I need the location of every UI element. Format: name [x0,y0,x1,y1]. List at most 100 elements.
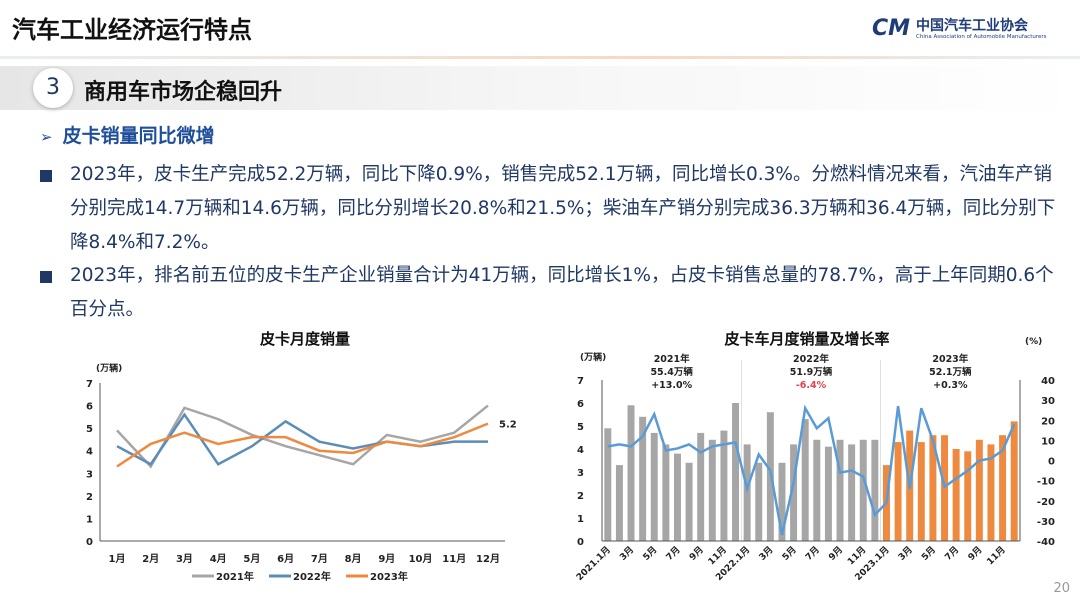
bullet-2: 2023年，排名前五位的皮卡生产企业销量合计为41万辆，同比增长1%，占皮卡销售… [40,259,1070,327]
sales-bar [871,439,879,541]
x-tick-label: 3月 [757,544,776,563]
logo-en: China Association of Automobile Manufact… [916,33,1047,40]
sales-bar [708,439,716,541]
y-tick-label: 2 [86,492,93,503]
subheading: ➢ 皮卡销量同比微增 [40,121,215,148]
sales-bar [801,419,809,541]
y-tick-label: 0 [577,537,584,548]
y-tick-label: 6 [577,399,584,410]
sales-bar [952,449,960,541]
y2-tick-label: 10 [1041,436,1055,447]
y-axis-label: (万辆) [580,351,606,363]
sales-bar [697,432,705,541]
sales-bar [732,403,740,541]
cam-logo-icon: CM [872,16,911,41]
series-line-2023年 [116,422,489,468]
section-title: 商用车市场企稳回升 [84,80,283,105]
legend-label: 2023年 [370,570,408,583]
y2-axis-label: (%) [1025,337,1042,347]
y2-tick-label: 20 [1041,416,1055,427]
sales-bar [975,439,983,541]
x-tick-label: 7月 [311,553,328,565]
sales-bar [790,444,798,541]
y-tick-label: 5 [86,424,93,435]
section-number: 3 [33,68,73,108]
sales-bar [743,444,751,541]
x-tick-label: 4月 [210,553,227,565]
sales-bar [673,453,681,541]
sales-bar [999,435,1007,541]
logo: CM 中国汽车工业协会 China Association of Automob… [872,16,1047,41]
year-label: 2022年 [793,353,829,365]
x-tick-label: 5月 [780,544,799,563]
year-growth: +13.0% [651,380,692,391]
series-line-2021年 [116,404,489,469]
y2-tick-label: -10 [1037,477,1055,488]
sales-bar [1010,421,1018,541]
y-tick-label: 4 [86,447,93,458]
sales-bar [615,465,623,541]
monthly-sales-growth-chart: 皮卡车月度销量及增长率 (万辆) (%) 0 1 2 3 4 5 6 7 -40 -30 -20 -10 0 1… [574,330,1055,583]
sales-bar [836,439,844,541]
y2-tick-label: 40 [1041,376,1055,387]
x-tick-label: 9月 [687,544,706,563]
growth-rate-line [607,404,1016,536]
y-tick-label: 7 [577,376,584,387]
y2-tick-label: 0 [1048,457,1055,468]
x-tick-label: 9月 [827,544,846,563]
y-tick-label: 7 [86,379,93,390]
page-title: 汽车工业经济运行特点 [12,16,252,44]
monthly-sales-line-chart: 皮卡月度销量 (万辆) 0 1 2 3 4 5 6 7 1月 2月 3月 4月 5月 6月 7月 8月 9月 10月 1… [86,330,517,583]
x-tick-label: 5月 [243,553,260,565]
sales-bar [778,462,786,541]
sales-bar [720,430,728,541]
x-tick-label: 7月 [803,544,822,563]
sales-bar [685,462,693,541]
x-tick-label: 3月 [618,544,637,563]
year-growth: -6.4% [796,380,827,391]
y2-tick-label: -30 [1037,517,1055,528]
legend-label: 2022年 [293,570,331,583]
x-tick-label: 10月 [409,553,433,565]
y2-tick-label: 30 [1041,396,1055,407]
y-tick-label: 2 [577,491,584,502]
chart-title: 皮卡月度销量 [260,330,350,348]
x-tick-label: 2021.1月 [574,544,613,583]
data-label: 5.2 [499,420,517,431]
sales-bar [650,432,658,541]
sales-bar [755,462,763,541]
year-growth: +0.3% [933,380,968,391]
x-tick-label: 9月 [378,553,395,565]
sales-bar [859,439,867,541]
page-number: 20 [1053,581,1070,596]
x-tick-label: 12月 [476,553,500,565]
sales-bar [824,446,832,541]
sales-bar [813,439,821,541]
y-axis-label: (万辆) [96,362,122,374]
arrow-icon: ➢ [40,128,53,146]
sales-bar [964,451,972,541]
year-total: 51.9万辆 [790,366,833,378]
x-tick-label: 2月 [142,553,159,565]
y-tick-label: 4 [577,445,584,456]
y-tick-label: 3 [86,469,93,480]
x-tick-label: 7月 [664,544,683,563]
y-tick-label: 1 [86,514,93,525]
x-tick-label: 6月 [277,553,294,565]
sales-bar [627,405,635,541]
x-tick-label: 1月 [109,553,126,565]
year-label: 2021年 [654,353,690,365]
y-tick-label: 0 [86,537,93,548]
sales-bar [917,442,925,541]
y2-tick-label: -40 [1037,537,1055,548]
sales-bar [894,442,902,541]
y-tick-label: 6 [86,402,93,413]
year-label: 2023年 [932,353,968,365]
x-tick-label: 11月 [985,544,1008,567]
year-total: 55.4万辆 [650,366,693,378]
bullet-1: 2023年，皮卡生产完成52.2万辆，同比下降0.9%，销售完成52.1万辆，同… [40,158,1070,260]
x-tick-label: 8月 [345,553,362,565]
subheading-text: 皮卡销量同比微增 [62,125,215,147]
sales-bar [987,444,995,541]
x-tick-label: 9月 [966,544,985,563]
